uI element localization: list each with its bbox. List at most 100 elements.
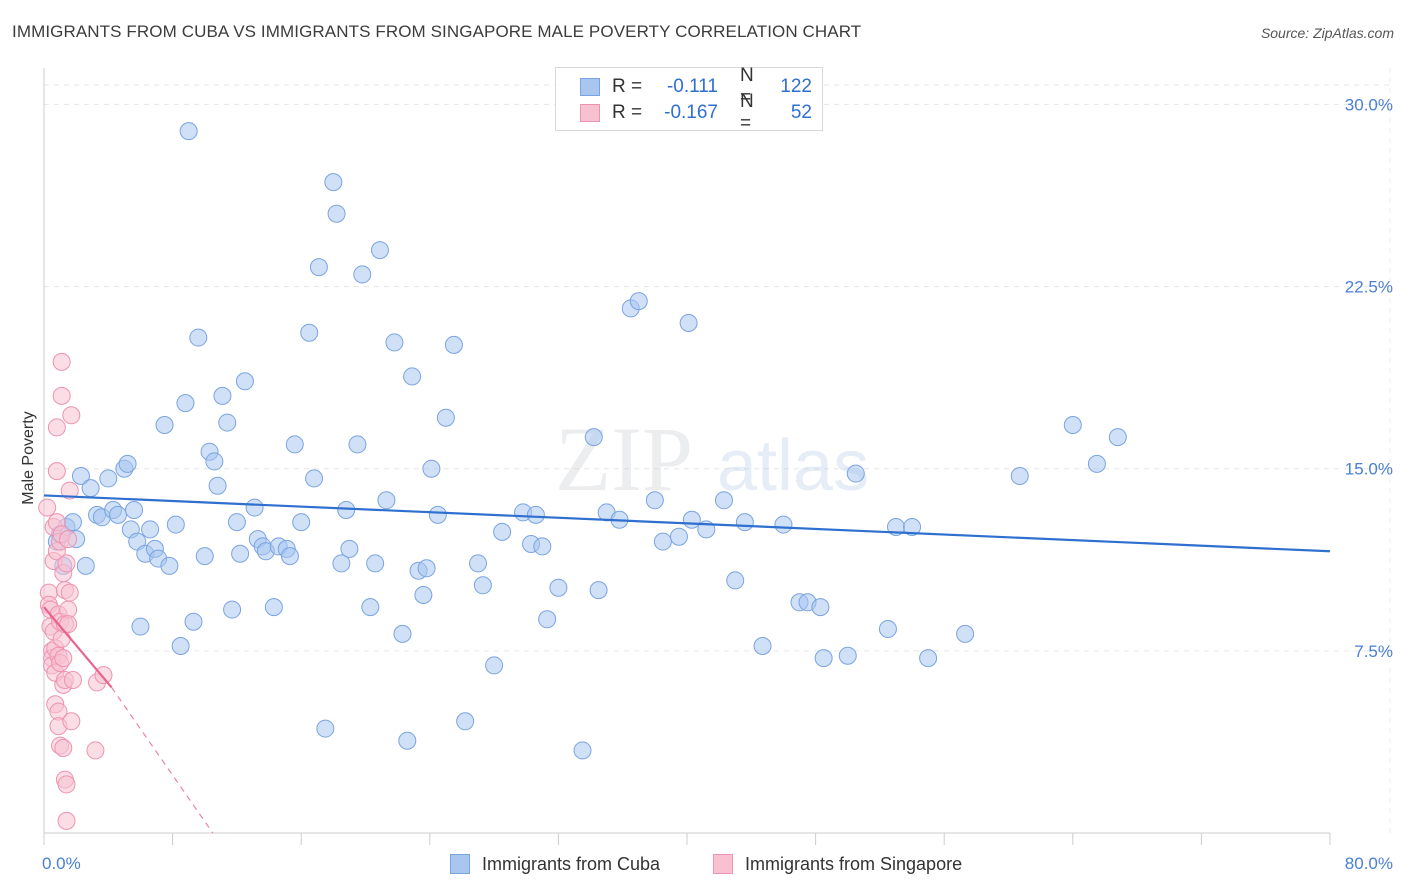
point-cuba xyxy=(422,459,441,478)
point-cuba xyxy=(417,559,436,578)
bottom-legend-swatch-cuba xyxy=(450,854,470,874)
point-cuba xyxy=(682,510,701,529)
point-cuba xyxy=(1087,454,1106,473)
point-cuba xyxy=(403,367,422,386)
trend-extension-singapore xyxy=(111,686,214,834)
point-singapore xyxy=(86,741,105,760)
point-cuba xyxy=(414,586,433,604)
y-tick-label: 22.5% xyxy=(1345,278,1393,297)
point-singapore xyxy=(47,462,66,481)
point-cuba xyxy=(726,571,745,590)
point-singapore xyxy=(59,530,78,549)
series-cuba-points xyxy=(47,122,1127,760)
point-cuba xyxy=(141,520,160,539)
point-cuba xyxy=(300,323,319,342)
point-cuba xyxy=(589,581,608,600)
point-cuba xyxy=(1108,428,1127,447)
point-cuba xyxy=(366,554,385,573)
legend-row-cuba: R = -0.111 N = 122 xyxy=(580,65,812,108)
point-cuba xyxy=(195,547,214,566)
legend-r-value: -0.111 xyxy=(666,76,718,97)
point-cuba xyxy=(956,624,975,643)
point-cuba xyxy=(285,435,304,454)
point-singapore xyxy=(47,418,66,437)
point-cuba xyxy=(538,610,557,629)
point-cuba xyxy=(629,292,648,311)
trend-line-singapore xyxy=(43,606,113,688)
correlation-legend: R = -0.111 N = 122 R = -0.167 N = 52 xyxy=(555,65,823,134)
bottom-legend-swatch-singapore xyxy=(713,854,733,874)
point-cuba xyxy=(473,576,492,595)
point-singapore xyxy=(94,666,113,685)
legend-n-value: 122 xyxy=(780,76,812,97)
point-cuba xyxy=(118,454,137,473)
bottom-legend-cuba: Immigrants from Cuba xyxy=(450,852,660,876)
point-cuba xyxy=(1010,467,1029,485)
y-tick-label: 15.0% xyxy=(1345,460,1393,479)
point-cuba xyxy=(235,372,254,391)
point-singapore xyxy=(54,649,73,668)
x-tick-labels: 0.0% 80.0% xyxy=(42,854,1393,873)
point-singapore xyxy=(63,671,82,689)
series-singapore-points xyxy=(38,352,113,830)
point-singapore xyxy=(54,739,73,757)
point-cuba xyxy=(428,505,447,524)
watermark-zip: ZIP xyxy=(555,408,693,510)
point-singapore xyxy=(62,712,81,731)
trend-lines xyxy=(43,494,1331,834)
point-cuba xyxy=(735,513,754,532)
point-cuba xyxy=(526,505,545,524)
point-cuba xyxy=(208,476,227,495)
point-cuba xyxy=(377,491,396,510)
legend-r-label: R = xyxy=(612,102,643,123)
point-cuba xyxy=(753,637,772,655)
point-cuba xyxy=(324,173,343,192)
point-cuba xyxy=(679,314,698,332)
point-cuba xyxy=(166,515,185,534)
point-singapore xyxy=(57,775,76,794)
point-singapore xyxy=(57,554,76,573)
legend-r-value: -0.167 xyxy=(664,102,718,123)
point-cuba xyxy=(385,333,404,352)
point-cuba xyxy=(218,413,237,432)
point-cuba xyxy=(456,712,475,731)
point-cuba xyxy=(81,479,100,498)
point-cuba xyxy=(436,408,455,427)
point-cuba xyxy=(316,719,335,738)
point-cuba xyxy=(71,467,90,485)
point-cuba xyxy=(653,532,672,551)
legend-swatch-cuba xyxy=(580,78,600,96)
watermark-atlas: atlas xyxy=(717,426,869,506)
point-cuba xyxy=(1063,416,1082,434)
point-cuba xyxy=(337,501,356,519)
point-cuba xyxy=(245,498,264,517)
point-cuba xyxy=(227,513,246,532)
point-cuba xyxy=(370,241,389,260)
point-cuba xyxy=(264,598,283,617)
bottom-legend-label-cuba: Immigrants from Cuba xyxy=(482,853,661,874)
point-cuba xyxy=(485,656,504,675)
bottom-legend-label-singapore: Immigrants from Singapore xyxy=(745,853,963,874)
point-cuba xyxy=(584,428,603,447)
point-cuba xyxy=(179,122,198,141)
point-cuba xyxy=(361,598,380,617)
point-singapore xyxy=(38,498,57,517)
point-cuba xyxy=(846,464,865,483)
bottom-legend-singapore: Immigrants from Singapore xyxy=(713,852,962,876)
legend-n-value: 52 xyxy=(790,102,812,123)
point-cuba xyxy=(533,537,552,556)
point-cuba xyxy=(549,578,568,597)
legend-n-label: N = xyxy=(740,91,754,134)
point-cuba xyxy=(131,617,150,636)
point-cuba xyxy=(353,265,372,284)
x-ticks xyxy=(43,833,1331,845)
point-cuba xyxy=(393,624,412,643)
point-cuba xyxy=(811,598,830,617)
x-tick-label: 80.0% xyxy=(1345,854,1393,873)
point-cuba xyxy=(184,612,203,631)
legend-r-label: R = xyxy=(612,76,643,97)
gridlines xyxy=(44,84,1390,652)
point-cuba xyxy=(189,328,208,347)
y-tick-label: 7.5% xyxy=(1354,642,1393,661)
